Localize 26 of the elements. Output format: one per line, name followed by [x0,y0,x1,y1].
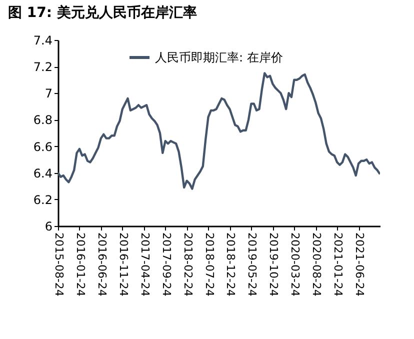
y-tick-label: 6.4 [33,166,52,180]
line-series [58,72,380,190]
x-tick-label: 2021-06-24 [353,232,366,296]
x-tick-label: 2015-08-24 [52,232,66,296]
legend-label: 人民币即期汇率: 在岸价 [155,50,283,64]
x-tick-label: 2018-07-24 [202,232,216,296]
y-tick-label: 6.2 [33,192,52,207]
x-tick-label: 2016-01-24 [74,232,87,296]
x-tick-label: 2017-04-24 [138,232,152,296]
x-tick-label: 2018-02-24 [181,232,194,296]
x-tick-label: 2019-10-24 [267,232,280,296]
chart-title: 图 17: 美元兑人民币在岸汇率 [8,4,197,21]
x-tick-label: 2018-12-24 [224,232,238,296]
y-tick-label: 7.4 [33,34,52,48]
y-tick-label: 7 [44,86,52,101]
x-tick-label: 2019-05-24 [246,232,259,296]
y-tick-label: 6.8 [33,113,52,128]
x-tick-label: 2020-08-24 [310,232,324,296]
y-tick-label: 6.6 [33,140,52,154]
x-tick-label: 2017-09-24 [160,232,173,296]
x-tick-label: 2021-01-24 [332,232,345,296]
y-tick-label: 6 [44,220,52,234]
x-tick-label: 2020-03-24 [288,232,302,296]
y-tick-label: 7.2 [33,60,52,74]
x-tick-label: 2016-06-24 [95,232,108,296]
x-tick-label: 2016-11-24 [116,232,130,296]
